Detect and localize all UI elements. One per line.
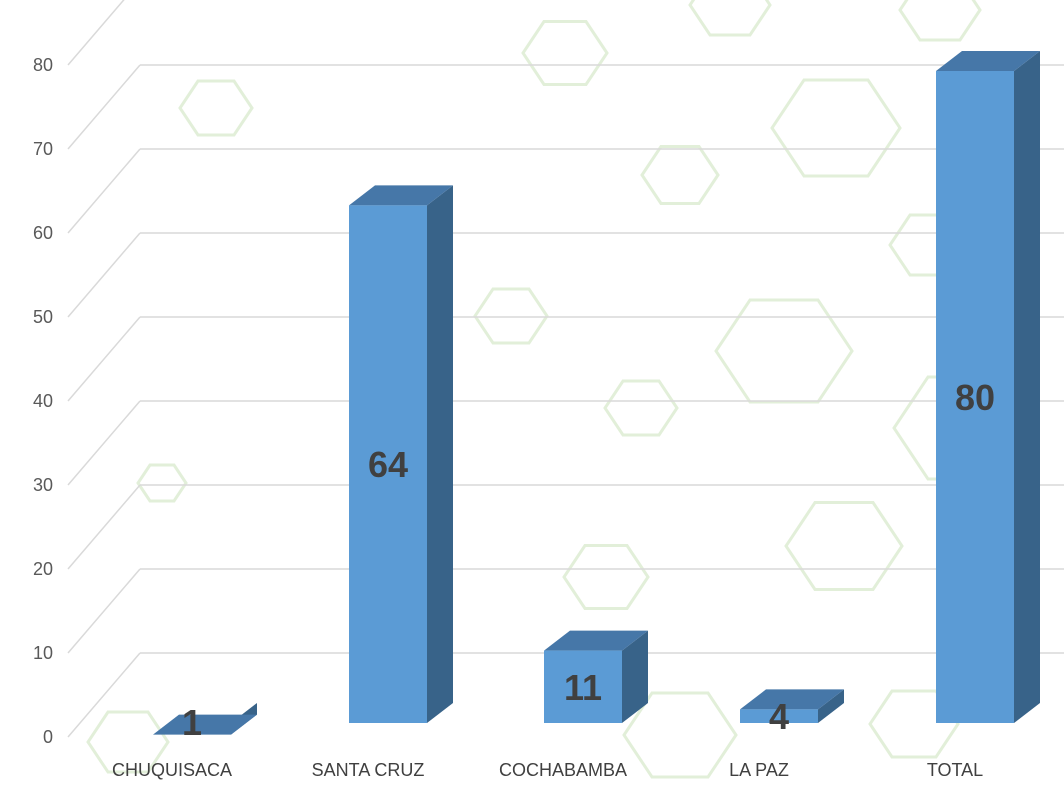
bar-side [622,630,648,723]
background-hexagon [640,145,720,205]
bar-side [427,185,453,723]
bar-side [818,689,844,723]
y-tick-label: 50 [33,307,53,327]
background-hexagon [603,379,679,437]
y-tick-label: 10 [33,643,53,663]
gridline-diagonal [67,64,141,150]
data-label: 64 [368,444,408,485]
x-tick-label: COCHABAMBA [499,760,627,780]
background-hexagon [178,79,254,137]
gridline-diagonal [67,568,141,654]
bar [349,205,427,723]
bar-top [936,51,1040,71]
background-hexagon [688,0,772,37]
bar [544,650,622,723]
bars: 1 64 11 4 80 [153,51,1040,743]
gridline-diagonal [67,232,141,318]
background-hexagon [622,691,738,779]
background-hexagon [136,463,188,503]
gridline-diagonal [67,484,141,570]
x-tick-label: TOTAL [927,760,983,780]
bar-top [740,689,844,710]
y-tick-label: 80 [33,55,53,75]
data-label: 80 [955,377,995,418]
gridline-diagonal [67,316,141,402]
background-hexagon [86,710,170,774]
x-axis: CHUQUISACA SANTA CRUZ COCHABAMBA LA PAZ TOTA… [112,760,983,780]
y-tick-label: 70 [33,139,53,159]
y-tick-label: 40 [33,391,53,411]
bar-group: 11 [544,630,648,723]
bar-top [544,630,648,651]
bar-side [1014,51,1040,723]
background-hexagon [898,0,982,42]
bar-top [153,714,257,735]
bar-group: 80 [936,51,1040,723]
data-label: 4 [769,696,789,737]
data-label: 1 [182,702,202,743]
background-hexagon [784,501,904,591]
bar [936,71,1014,723]
bar-top [349,185,453,206]
gridline-diagonal [67,652,141,738]
x-tick-label: LA PAZ [729,760,789,780]
y-tick-label: 30 [33,475,53,495]
y-axis: 0 10 20 30 40 50 60 70 80 [33,55,53,747]
bar-group: 64 [349,185,453,723]
x-tick-label: CHUQUISACA [112,760,232,780]
background-hexagon [473,287,549,345]
data-label: 11 [564,667,602,708]
y-tick-label: 0 [43,727,53,747]
background-hexagon [714,298,854,404]
gridline-diagonal [67,0,125,66]
background-hexagon [770,78,902,178]
bar [740,709,818,723]
y-tick-label: 60 [33,223,53,243]
bar-group: 4 [740,689,844,737]
gridlines [67,0,1064,738]
x-tick-label: SANTA CRUZ [312,760,425,780]
background-hexagon [521,20,609,86]
background-hexagon [562,544,650,610]
bar-group: 1 [153,702,257,743]
y-tick-label: 20 [33,559,53,579]
gridline-diagonal [67,148,141,234]
gridline-diagonal [67,400,141,486]
